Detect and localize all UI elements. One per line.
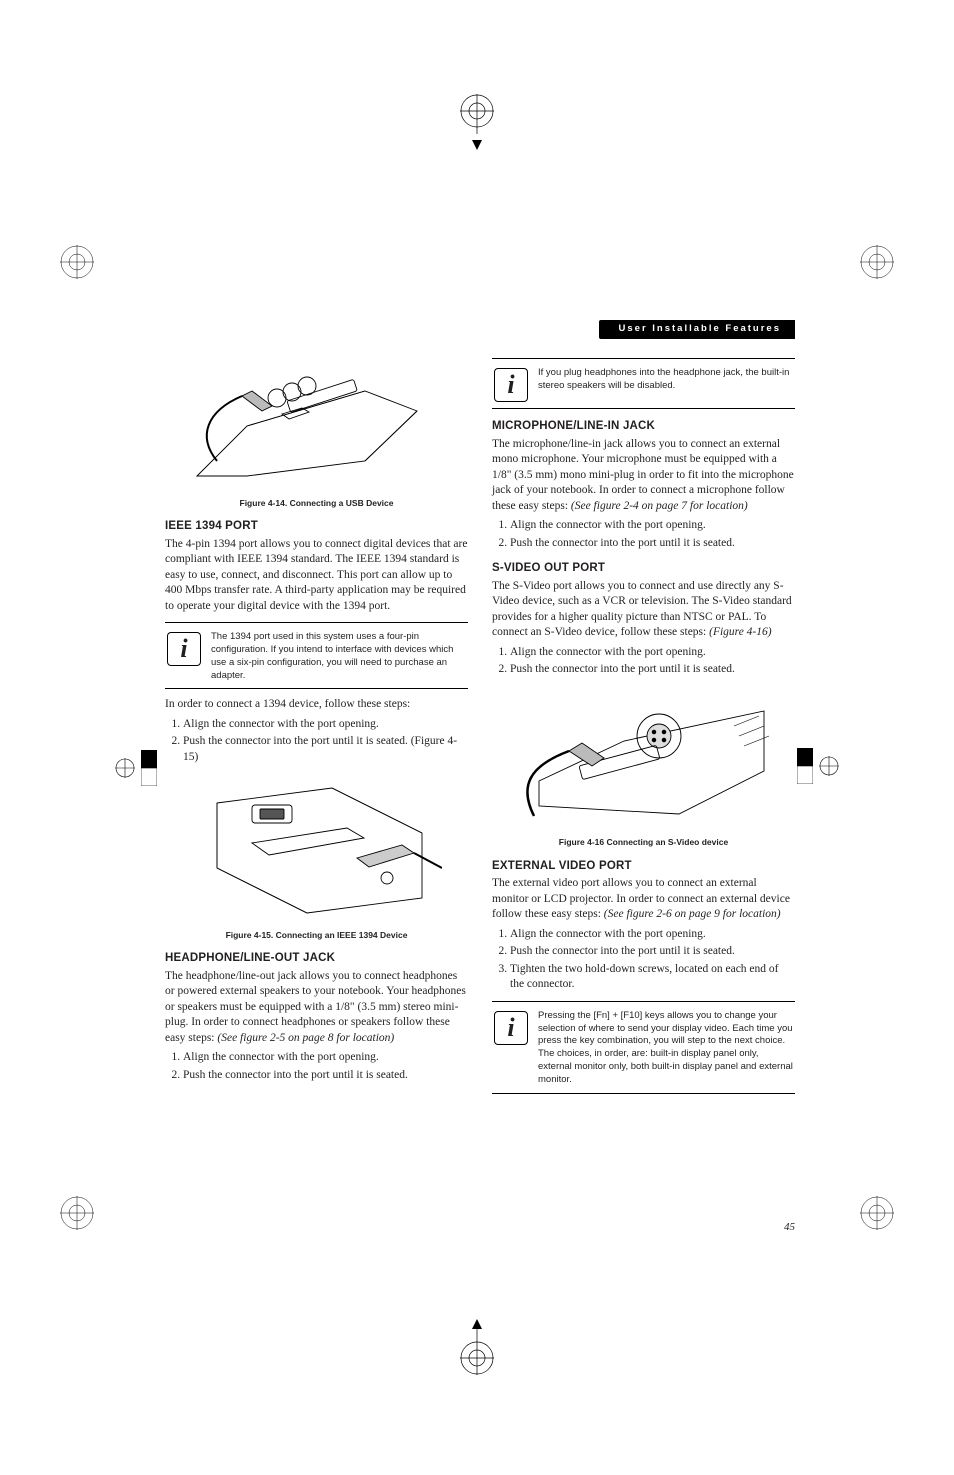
list-item: Tighten the two hold-down screws, locate… [510, 962, 795, 993]
list-mic-steps: Align the connector with the port openin… [492, 518, 795, 551]
list-hp-steps: Align the connector with the port openin… [165, 1050, 468, 1083]
list-item: Align the connector with the port openin… [183, 1050, 468, 1066]
heading-ieee: IEEE 1394 PORT [165, 519, 468, 535]
crop-pair-left [115, 750, 157, 786]
figure-ieee: Figure 4-15. Connecting an IEEE 1394 Dev… [165, 773, 468, 941]
crop-pair-bottom [460, 1319, 494, 1375]
note-ext-text: Pressing the [Fn] + [F10] keys allows yo… [538, 1008, 793, 1087]
note-ieee-text: The 1394 port used in this system uses a… [211, 629, 466, 682]
note-headphone: i If you plug headphones into the headph… [492, 358, 795, 409]
list-item: Align the connector with the port openin… [510, 927, 795, 943]
note-hp-text: If you plug headphones into the headphon… [538, 365, 793, 393]
list-item: Push the connector into the port until i… [510, 662, 795, 678]
figure-usb: Figure 4-14. Connecting a USB Device [165, 356, 468, 509]
list-item: Align the connector with the port openin… [510, 645, 795, 661]
list-ieee-steps: Align the connector with the port openin… [165, 717, 468, 766]
info-icon: i [494, 368, 528, 402]
info-icon: i [167, 632, 201, 666]
text-mic-body: The microphone/line-in jack allows you t… [492, 437, 795, 515]
text-ext-body: The external video port allows you to co… [492, 876, 795, 923]
heading-headphone: HEADPHONE/LINE-OUT JACK [165, 951, 468, 967]
list-item: Align the connector with the port openin… [183, 717, 468, 733]
text-hp-body: The headphone/line-out jack allows you t… [165, 969, 468, 1047]
crop-pair-top [460, 94, 494, 150]
heading-svideo: S-VIDEO OUT PORT [492, 561, 795, 577]
crop-pair-right [797, 748, 839, 784]
list-sv-steps: Align the connector with the port openin… [492, 645, 795, 678]
crop-mark-tr [860, 245, 894, 279]
text-ieee-lead: In order to connect a 1394 device, follo… [165, 697, 468, 713]
list-item: Push the connector into the port until i… [510, 536, 795, 552]
info-icon: i [494, 1011, 528, 1045]
heading-ext-video: EXTERNAL VIDEO PORT [492, 859, 795, 875]
list-item: Align the connector with the port openin… [510, 518, 795, 534]
figure-svideo: Figure 4-16 Connecting an S-Video device [492, 686, 795, 849]
list-ext-steps: Align the connector with the port openin… [492, 927, 795, 993]
crop-mark-br [860, 1196, 894, 1230]
note-ext-video: i Pressing the [Fn] + [F10] keys allows … [492, 1001, 795, 1094]
heading-mic: MICROPHONE/LINE-IN JACK [492, 419, 795, 435]
page-header: User Installable Features [599, 320, 795, 339]
fig-usb-caption: Figure 4-14. Connecting a USB Device [165, 498, 468, 509]
crop-mark-bl [60, 1196, 94, 1230]
note-ieee: i The 1394 port used in this system uses… [165, 622, 468, 689]
text-ieee-body: The 4-pin 1394 port allows you to connec… [165, 537, 468, 615]
list-item: Push the connector into the port until i… [183, 1068, 468, 1084]
list-item: Push the connector into the port until i… [183, 734, 468, 765]
crop-mark-tl [60, 245, 94, 279]
list-item: Push the connector into the port until i… [510, 944, 795, 960]
text-sv-body: The S-Video port allows you to connect a… [492, 579, 795, 641]
page-number: 45 [784, 1220, 795, 1235]
fig-ieee-caption: Figure 4-15. Connecting an IEEE 1394 Dev… [165, 930, 468, 941]
fig-sv-caption: Figure 4-16 Connecting an S-Video device [492, 837, 795, 848]
